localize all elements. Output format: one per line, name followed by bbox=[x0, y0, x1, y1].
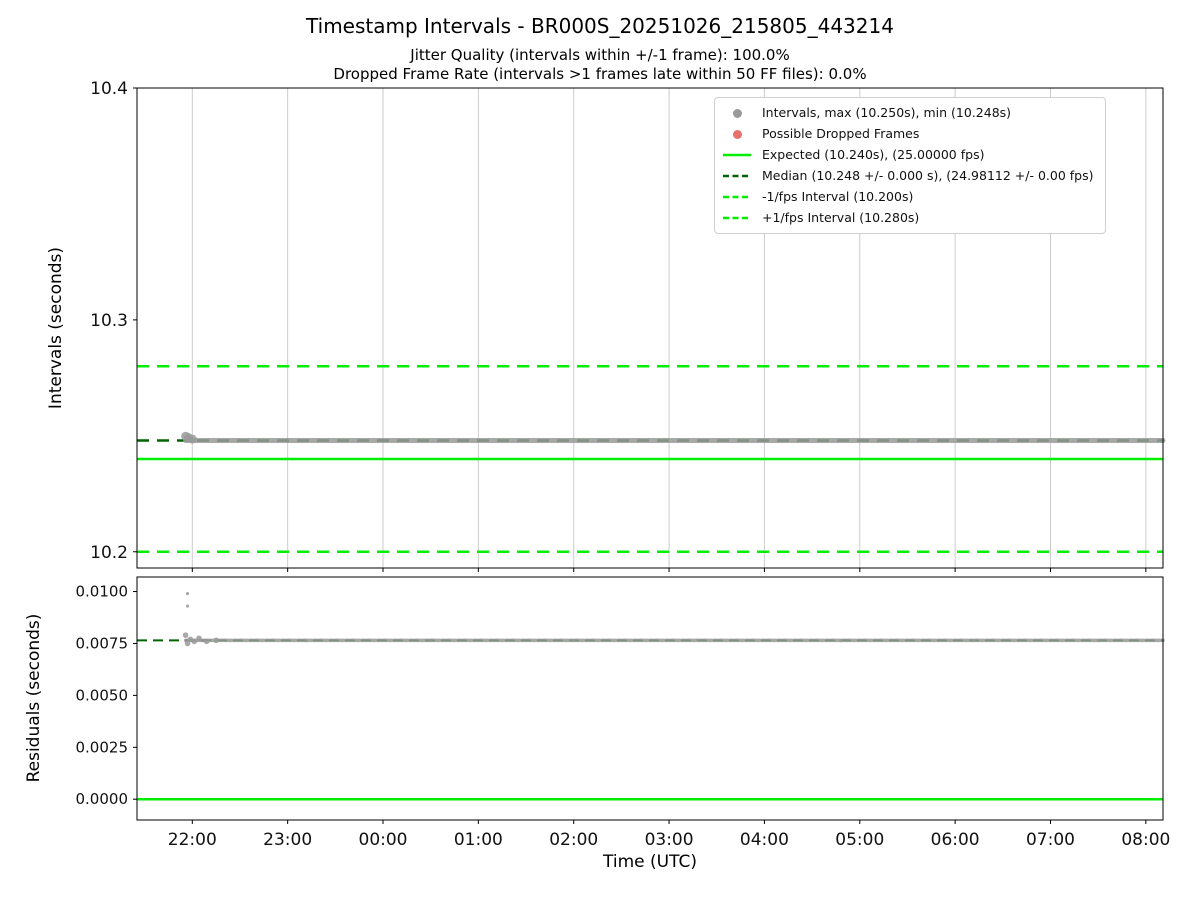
dot-icon bbox=[732, 108, 742, 118]
residuals-start-cluster bbox=[213, 637, 219, 644]
residuals-sparse-dots bbox=[972, 638, 976, 642]
legend-dot-marker bbox=[721, 108, 753, 118]
y-tick-label: 0.0075 bbox=[76, 634, 129, 652]
legend-line-marker bbox=[721, 170, 753, 182]
legend-label: Expected (10.240s), (25.00000 fps) bbox=[762, 147, 985, 162]
residuals-sparse-dots bbox=[305, 639, 309, 643]
dashed-line-icon bbox=[723, 216, 751, 220]
legend-entry: Intervals, max (10.250s), min (10.248s) bbox=[721, 104, 1093, 122]
solid-line-icon bbox=[723, 153, 751, 157]
legend-entry: Median (10.248 +/- 0.000 s), (24.98112 +… bbox=[721, 167, 1093, 185]
legend-label: Intervals, max (10.250s), min (10.248s) bbox=[762, 105, 1012, 120]
intervals-start-cluster bbox=[187, 434, 197, 444]
x-tick-label: 04:00 bbox=[740, 830, 789, 850]
residuals-sparse-dots bbox=[1096, 639, 1100, 643]
residuals-outliers bbox=[185, 592, 190, 596]
legend-label: Possible Dropped Frames bbox=[762, 126, 920, 141]
y-tick-label: 10.3 bbox=[90, 311, 128, 331]
residuals-sparse-dots bbox=[696, 638, 699, 642]
dot-icon bbox=[732, 129, 742, 139]
residuals-outliers bbox=[185, 604, 190, 608]
chart-subtitle-jitter: Jitter Quality (intervals within +/-1 fr… bbox=[410, 46, 790, 64]
chart-subtitle-dropped: Dropped Frame Rate (intervals >1 frames … bbox=[333, 65, 867, 83]
y-tick-label: 0.0025 bbox=[76, 738, 129, 756]
x-tick-label: 06:00 bbox=[931, 830, 980, 850]
axes-spine bbox=[136, 87, 1164, 569]
y-tick-label: 0.0100 bbox=[76, 583, 129, 601]
residuals-start-cluster bbox=[196, 635, 202, 642]
x-axis-label: Time (UTC) bbox=[603, 852, 697, 872]
legend-label: -1/fps Interval (10.200s) bbox=[762, 189, 914, 204]
legend-line-marker bbox=[721, 191, 753, 203]
x-tick-label: 22:00 bbox=[168, 830, 217, 850]
legend-entry: Expected (10.240s), (25.00000 fps) bbox=[721, 146, 1093, 164]
legend-line-marker bbox=[721, 149, 753, 161]
x-tick-label: 07:00 bbox=[1026, 830, 1075, 850]
residuals-sparse-dots bbox=[839, 639, 843, 643]
x-tick-label: 00:00 bbox=[359, 830, 408, 850]
residuals-start-cluster bbox=[191, 638, 198, 645]
legend-entry: +1/fps Interval (10.280s) bbox=[721, 209, 1093, 227]
legend-label: +1/fps Interval (10.280s) bbox=[762, 210, 920, 225]
x-tick-label: 01:00 bbox=[454, 830, 503, 850]
y-axis-label-residuals: Residuals (seconds) bbox=[24, 613, 44, 783]
legend-entry: -1/fps Interval (10.200s) bbox=[721, 188, 1093, 206]
axes-spine bbox=[136, 576, 1164, 821]
y-tick-label: 10.2 bbox=[90, 543, 128, 563]
legend-label: Median (10.248 +/- 0.000 s), (24.98112 +… bbox=[762, 168, 1094, 183]
x-tick-label: 23:00 bbox=[263, 830, 312, 850]
legend-dot-marker bbox=[721, 129, 753, 139]
legend: Intervals, max (10.250s), min (10.248s) P… bbox=[714, 97, 1107, 234]
chart-title: Timestamp Intervals - BR000S_20251026_21… bbox=[306, 14, 894, 38]
dashed-line-icon bbox=[723, 174, 751, 178]
y-tick-label: 10.4 bbox=[90, 79, 128, 99]
residuals-start-cluster bbox=[203, 638, 210, 645]
residuals-sparse-dots bbox=[572, 639, 576, 643]
x-tick-label: 05:00 bbox=[835, 830, 884, 850]
residuals-start-cluster bbox=[184, 640, 191, 647]
x-tick-label: 08:00 bbox=[1121, 830, 1170, 850]
legend-entry: Possible Dropped Frames bbox=[721, 125, 1093, 143]
y-tick-label: 0.0050 bbox=[76, 686, 129, 704]
dashed-line-icon bbox=[723, 195, 751, 199]
residuals-start-cluster bbox=[182, 632, 189, 638]
x-tick-label: 03:00 bbox=[645, 830, 694, 850]
residuals-sparse-dots bbox=[429, 638, 432, 642]
y-tick-label: 0.0000 bbox=[76, 790, 129, 808]
y-axis-label-intervals: Intervals (seconds) bbox=[46, 246, 66, 410]
x-tick-label: 02:00 bbox=[549, 830, 598, 850]
legend-line-marker bbox=[721, 212, 753, 224]
